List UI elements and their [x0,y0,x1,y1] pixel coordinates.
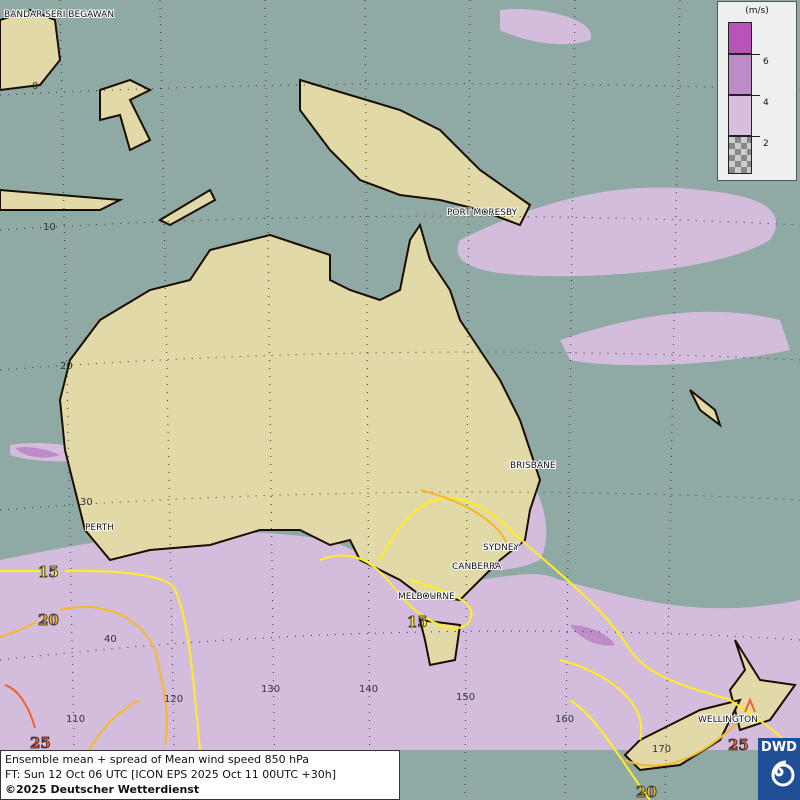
contour-label: 15 [38,563,59,581]
city-labels: BANDAR SERI BEGAWAN PORT MORESBY BRISBAN… [3,9,759,726]
borneo [0,8,62,92]
contour-label: 20 [636,783,657,800]
lon-label: 130 [261,684,280,695]
lon-label: 110 [66,714,85,725]
contours [0,489,800,800]
city-label: BANDAR SERI BEGAWAN [4,10,114,20]
logo-text: DWD [761,740,797,755]
contour-25 [4,684,756,729]
legend-swatch [728,95,752,136]
product-title: Ensemble mean + spread of Mean wind spee… [5,753,309,766]
lat-label: 10 [43,222,56,233]
lat-label: 0 [32,81,38,92]
contour-label: 25 [30,734,51,752]
city-label: SYDNEY [483,543,520,553]
lat-label: 30 [80,497,93,508]
contour-label: 20 [38,611,59,629]
contour-label: 15 [407,613,428,631]
dwd-logo: DWD [758,738,800,800]
grid-labels: 0 10 20 30 40 110 120 130 140 150 160 17… [32,81,671,755]
legend-tick [752,95,760,96]
copyright: ©2025 Deutscher Wetterdienst [5,783,200,796]
lon-label: 120 [164,694,183,705]
lon-label: 150 [456,692,475,703]
spiral-icon [771,760,795,787]
legend-tick-label: 6 [763,57,769,67]
contour-15-east [319,496,800,800]
lon-label: 160 [555,714,574,725]
info-box: Ensemble mean + spread of Mean wind spee… [0,750,400,800]
sulawesi [99,78,153,152]
legend-tick-label: 2 [763,139,769,149]
legend-tick [752,54,760,55]
legend-swatch [728,54,752,95]
city-label: CANBERRA [452,562,502,572]
city-label: MELBOURNE [398,592,455,602]
city-label: BRISBANE [510,461,556,471]
lon-label: 140 [359,684,378,695]
australia [58,222,542,602]
contour-label: 25 [728,736,749,754]
tasmania [418,618,462,667]
lat-label: 20 [60,361,73,372]
contour-20 [0,489,741,800]
contour-15 [0,569,201,751]
lon-label: 170 [652,744,671,755]
color-legend: (m/s) 6 4 2 [717,1,797,181]
legend-swatch [728,22,752,54]
legend-tick [752,136,760,137]
forecast-time: FT: Sun 12 Oct 06 UTC [ICON EPS 2025 Oct… [5,768,337,781]
legend-swatch [728,136,752,174]
legend-unit: (m/s) [745,6,769,16]
city-label: PORT MORESBY [447,208,518,218]
lat-label: 40 [104,634,117,645]
legend-tick-label: 4 [763,98,769,108]
contour-labels: 15 20 25 15 25 20 [30,563,750,800]
new-guinea [299,78,532,227]
city-label: PERTH [85,523,114,533]
city-label: WELLINGTON [698,715,758,725]
